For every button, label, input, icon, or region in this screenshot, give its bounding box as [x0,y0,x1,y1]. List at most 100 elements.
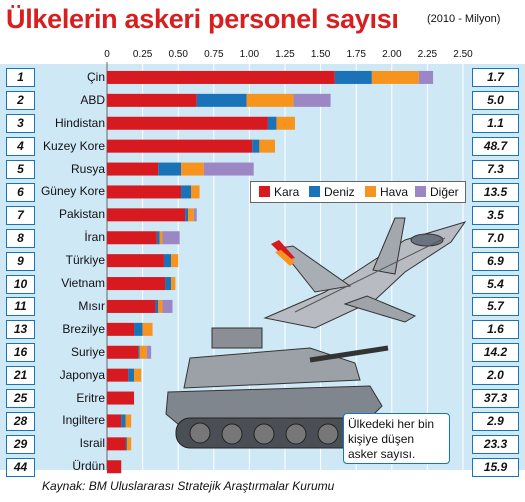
per-thousand-box: 2.0 [472,366,519,386]
bar-segment-hava [276,116,295,130]
per-thousand-box: 5.4 [472,274,519,294]
rank-box: 44 [6,457,35,477]
country-label: İran [84,230,105,245]
x-tick-label: 1.25 [275,49,295,60]
bar-segment-deniz [138,345,140,359]
legend-label-hava: Hava [380,185,409,199]
bar-segment-hava [181,162,204,176]
rank-box: 29 [6,434,35,454]
country-label: Vietnam [61,276,105,291]
x-tick-label: 0.50 [168,49,188,60]
per-thousand-box: 1.1 [472,114,519,134]
bar-segment-deniz [155,299,159,313]
bar-segment-kara [107,254,164,268]
bar-segment-hava [126,437,132,451]
chart-title: Ülkelerin askeri personel sayısı [6,4,399,34]
per-thousand-box: 2.9 [472,411,519,431]
bar-segment-kara [107,139,253,153]
per-thousand-box: 1.7 [472,68,519,88]
bar-segment-deniz [165,277,172,291]
x-tick-label: 0 [104,49,110,60]
rank-box: 21 [6,366,35,386]
legend-item-hava: Hava [365,185,408,199]
per-thousand-box: 7.3 [472,160,519,180]
bar-segment-kara [107,368,129,382]
country-label: ABD [80,92,105,107]
x-tick-label: 0.75 [204,49,224,60]
country-label: Suriye [70,344,105,359]
bar-segment-hava [142,322,153,336]
rank-box: 28 [6,411,35,431]
bar-segment-hava [246,93,294,107]
bar-segment-kara [107,391,135,405]
bar-segment-kara [107,93,197,107]
note-line-3: asker sayısı. [348,447,416,461]
per-thousand-box: 5.7 [472,297,519,317]
rank-box: 7 [6,205,35,225]
x-tick-label: 0.25 [133,49,153,60]
per-thousand-box: 23.3 [472,434,519,454]
bar-segment-deniz [158,162,182,176]
x-tick-label: 1.75 [346,49,366,60]
country-label: Japonya [59,367,105,382]
bar-segment-kara [107,345,139,359]
legend-swatch-deniz [309,186,320,197]
bar-segment-deniz [156,231,160,245]
legend: Kara Deniz Hava Diğer [250,181,466,203]
bar-segment-diğer [293,93,331,107]
bar-segment-hava [191,185,200,199]
bar-segment-kara [107,162,159,176]
bar-segment-hava [171,254,179,268]
bar-segment-deniz [334,70,372,84]
x-tick-label: 2.50 [453,49,473,60]
legend-swatch-kara [259,186,270,197]
fighter-jet-illustration [263,217,467,329]
country-label: Israil [79,436,105,451]
rank-box: 3 [6,114,35,134]
x-tick-label: 2.25 [418,49,438,60]
legend-item-kara: Kara [259,185,299,199]
bar-segment-hava [188,208,194,222]
bar-segment-kara [107,116,268,130]
rank-box: 2 [6,91,35,111]
country-label: Pakistan [58,207,105,222]
bar-segment-deniz [267,116,277,130]
country-label: Ürdün [72,459,105,474]
bar-segment-kara [107,460,122,474]
legend-swatch-hava [365,186,376,197]
rank-box: 13 [6,320,35,340]
note-line-2: kişiye düşen [348,432,415,446]
x-tick-label: 1.50 [311,49,331,60]
note-line-1: Ülkedeki her bin [348,417,435,431]
country-label: Rusya [70,161,105,176]
bar-segment-kara [107,208,186,222]
bar-segment-kara [107,322,135,336]
bar-segment-deniz [128,368,135,382]
bar-segment-deniz [125,437,127,451]
source-note: Kaynak: BM Uluslararası Stratejik Araştı… [42,479,335,493]
bar-segment-deniz [252,139,260,153]
bar-segment-deniz [185,208,189,222]
bar-segment-diğer [418,70,434,84]
tank-illustration [165,327,389,449]
country-label: Hindistan [54,115,105,130]
rank-box: 11 [6,297,35,317]
country-label: Brezilye [62,321,105,336]
country-label: Türkiye [65,253,105,268]
bar-segment-kara [107,231,157,245]
bar-segment-hava [134,368,142,382]
rank-box: 8 [6,228,35,248]
chart-subtitle: (2010 - Milyon) [427,13,501,25]
per-thousand-box: 7.0 [472,228,519,248]
bar-segment-diğer [193,208,197,222]
bar-segment-deniz [134,322,143,336]
bar-segment-diğer [203,162,254,176]
country-label: Eritre [76,390,105,405]
bar-segment-hava [171,277,176,291]
x-tick-label: 2.00 [382,49,402,60]
per-thousand-box: 6.9 [472,251,519,271]
rank-box: 6 [6,182,35,202]
bar-segment-deniz [196,93,247,107]
bar-segment-kara [107,70,335,84]
bar-segment-kara [107,277,166,291]
